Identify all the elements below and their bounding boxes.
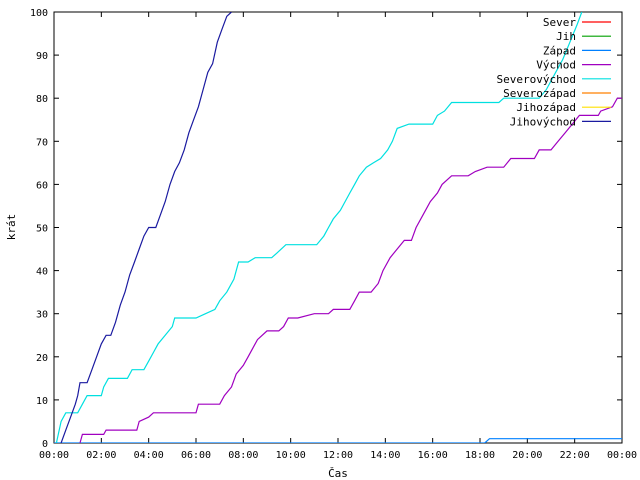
x-tick-label: 08:00 <box>228 450 258 461</box>
legend-label: Severovýchod <box>497 73 576 86</box>
x-tick-label: 02:00 <box>86 450 116 461</box>
x-tick-label: 14:00 <box>370 450 400 461</box>
legend-label: Severozápad <box>503 87 576 100</box>
y-tick-label: 70 <box>36 137 48 148</box>
x-tick-label: 16:00 <box>418 450 448 461</box>
y-tick-label: 80 <box>36 94 48 105</box>
x-tick-label: 18:00 <box>465 450 495 461</box>
x-tick-label: 10:00 <box>276 450 306 461</box>
legend-label: Jihovýchod <box>510 115 576 128</box>
x-tick-label: 00:00 <box>607 450 637 461</box>
series-line <box>60 12 232 443</box>
y-tick-label: 10 <box>36 396 48 407</box>
y-tick-label: 30 <box>36 310 48 321</box>
y-tick-label: 20 <box>36 353 48 364</box>
x-tick-label: 00:00 <box>39 450 69 461</box>
x-axis-label: Čas <box>328 467 348 480</box>
legend-label: Jihozápad <box>516 101 576 114</box>
series-layer <box>54 12 622 443</box>
legend-label: Západ <box>543 44 576 57</box>
series-line <box>54 438 622 443</box>
y-tick-label: 100 <box>30 8 48 19</box>
series-line <box>79 97 622 443</box>
series-line <box>55 12 583 443</box>
y-tick-label: 50 <box>36 224 48 235</box>
y-tick-label: 60 <box>36 180 48 191</box>
legend-label: Sever <box>543 16 576 29</box>
legend-label: Jih <box>556 30 576 43</box>
x-tick-label: 20:00 <box>512 450 542 461</box>
x-tick-label: 04:00 <box>134 450 164 461</box>
ticks: 00:00 02:00 04:00 06:00 08:00 10:00 12:00 14:00… <box>30 8 637 461</box>
x-tick-label: 22:00 <box>560 450 590 461</box>
y-axis-label: krát <box>5 214 18 241</box>
x-tick-label: 06:00 <box>181 450 211 461</box>
y-tick-label: 90 <box>36 51 48 62</box>
legend-label: Východ <box>536 59 576 72</box>
x-tick-label: 12:00 <box>323 450 353 461</box>
y-tick-label: 0 <box>42 439 48 450</box>
y-tick-label: 40 <box>36 267 48 278</box>
